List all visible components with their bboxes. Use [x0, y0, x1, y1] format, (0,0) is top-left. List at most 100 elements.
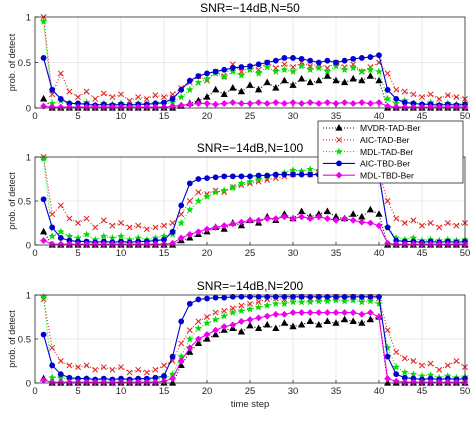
data-point [203, 192, 211, 200]
data-point [315, 63, 323, 72]
data-point [186, 344, 194, 352]
data-point [177, 352, 185, 360]
data-point [383, 343, 392, 352]
data-point [135, 94, 142, 101]
data-point [384, 375, 392, 383]
data-point [393, 215, 400, 222]
series-line [43, 75, 465, 109]
data-point [375, 76, 383, 84]
data-point [100, 103, 108, 111]
data-point [40, 94, 48, 102]
x-tick-label: 15 [159, 111, 170, 122]
data-point [280, 213, 288, 221]
data-point [83, 103, 91, 111]
data-point [281, 293, 288, 300]
data-point [349, 317, 357, 324]
data-point [264, 293, 271, 300]
x-tick-label: 25 [245, 248, 256, 259]
data-point [332, 296, 340, 304]
data-point [83, 378, 91, 386]
legend-marker [335, 147, 343, 155]
data-point [289, 215, 297, 223]
series-mdl-tbd-ber [40, 213, 469, 248]
x-tick-label: 30 [288, 111, 299, 122]
data-point [384, 327, 391, 334]
data-point [237, 71, 246, 79]
data-point [48, 232, 56, 240]
data-point [358, 99, 366, 106]
data-point [83, 215, 90, 222]
data-point [108, 240, 116, 248]
y-axis-label: prob. of detect [7, 310, 17, 368]
data-point [221, 307, 228, 314]
y-axis-label: prob. of detect [7, 172, 17, 230]
data-point [375, 313, 383, 321]
data-point [134, 103, 142, 111]
data-point [161, 362, 167, 369]
data-point [109, 366, 116, 373]
data-point [212, 309, 219, 316]
subplot-title: SNR=−14dB,N=100 [197, 141, 304, 155]
data-point [272, 57, 279, 64]
data-point [246, 81, 254, 88]
data-point [135, 222, 142, 229]
x-tick-label: 35 [331, 386, 342, 397]
data-point [57, 96, 64, 102]
data-point [169, 375, 177, 383]
legend: MVDR-TAD-Ber AIC-TAD-Ber MDL-TAD-Ber AIC-TB… [317, 120, 464, 184]
legend-entry: AIC-TBD-Ber [323, 159, 410, 169]
data-point [392, 99, 400, 107]
data-point [238, 293, 245, 300]
data-point [211, 188, 220, 196]
data-point [392, 103, 400, 111]
data-point [323, 215, 331, 223]
data-point [48, 240, 56, 248]
data-point [229, 293, 236, 300]
data-point [221, 173, 228, 180]
data-point [255, 99, 263, 106]
data-point [254, 175, 263, 183]
data-point [290, 64, 296, 71]
data-point [263, 78, 271, 86]
data-point [341, 315, 349, 323]
data-point [169, 353, 176, 360]
data-point [263, 100, 271, 107]
data-point [393, 86, 400, 93]
data-point [289, 67, 297, 75]
data-point [40, 196, 47, 203]
data-point [108, 378, 116, 386]
legend-marker [336, 160, 342, 167]
data-point [238, 173, 245, 180]
data-point [272, 83, 280, 91]
data-point [126, 369, 133, 376]
data-point [255, 61, 262, 68]
data-point [135, 366, 142, 373]
data-point [152, 92, 159, 99]
data-point [212, 223, 220, 231]
data-point [289, 309, 297, 317]
data-point [384, 224, 391, 231]
data-point [195, 73, 202, 80]
data-point [221, 294, 228, 301]
data-point [332, 62, 340, 70]
data-point [349, 296, 357, 304]
data-point [419, 222, 425, 229]
x-tick-label: 0 [32, 248, 37, 259]
data-point [341, 309, 349, 317]
data-point [323, 207, 331, 215]
data-point [306, 165, 314, 173]
data-point [66, 88, 73, 95]
data-point [126, 378, 134, 386]
data-point [83, 88, 90, 95]
data-point [246, 216, 254, 224]
data-point [349, 216, 357, 224]
data-point [229, 321, 237, 329]
data-point [298, 320, 306, 328]
series-mvdr-tad-ber [40, 205, 469, 248]
data-point [161, 373, 167, 379]
data-point [57, 235, 64, 241]
x-tick-label: 45 [417, 386, 428, 397]
data-point [48, 103, 56, 111]
data-point [298, 100, 306, 107]
